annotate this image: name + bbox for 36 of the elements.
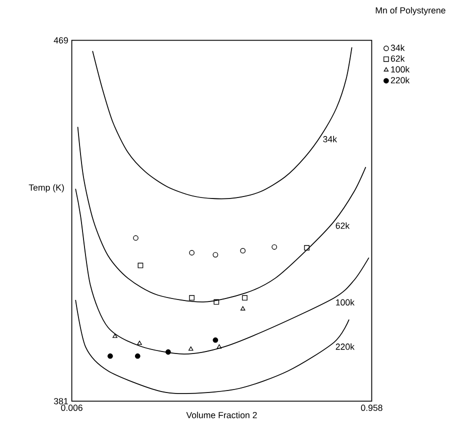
point (242, 295, 248, 301)
point (112, 334, 118, 338)
y-axis-title: Temp (K) (28, 184, 64, 193)
point (133, 236, 138, 241)
point (240, 248, 246, 254)
point (108, 354, 113, 360)
point (138, 263, 144, 268)
x-axis-title: Volume Fraction 2 (186, 412, 257, 418)
x-tick-label: 0.006 (61, 404, 82, 412)
point (216, 344, 222, 349)
line-series (92, 47, 352, 200)
series-label: 100k (336, 299, 355, 306)
series-label: 34k (323, 136, 338, 143)
line-series (75, 188, 370, 355)
point (240, 306, 246, 311)
x-tick-label: 0.958 (361, 404, 382, 412)
legend-label: 62k (390, 55, 405, 62)
point (272, 244, 278, 250)
y-tick-label: 381 (54, 398, 68, 405)
point (165, 350, 171, 355)
point (212, 252, 218, 258)
point (189, 295, 195, 301)
point (134, 354, 140, 360)
point (304, 245, 310, 251)
legend-title: Mn of Polystyrene (376, 7, 446, 16)
point (189, 250, 195, 256)
point (188, 346, 194, 351)
point (137, 340, 142, 346)
series-label: 62k (336, 222, 350, 230)
point (214, 300, 220, 305)
point (212, 338, 218, 344)
legend-label: 220k (390, 77, 410, 84)
legend-label: 34k (390, 44, 405, 52)
y-tick-label: 469 (54, 37, 68, 44)
legend-label: 100k (391, 66, 410, 73)
series-label: 220k (336, 344, 355, 350)
